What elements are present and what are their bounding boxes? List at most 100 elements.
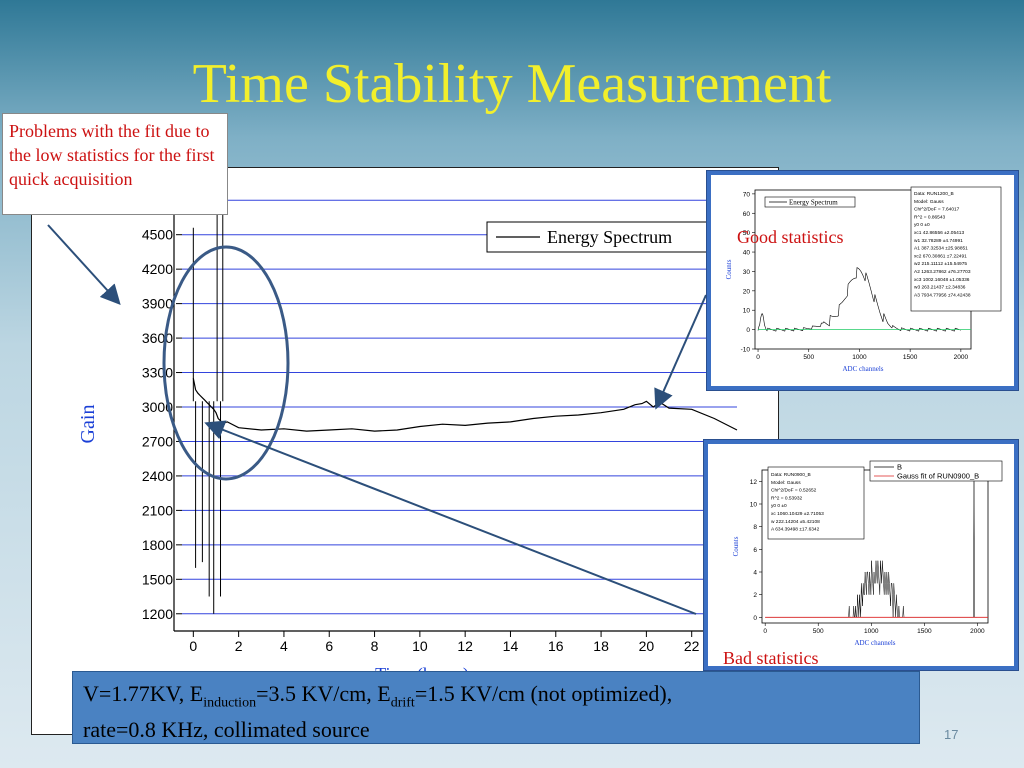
x-tick-label: 16	[548, 638, 564, 654]
good-legend-label: Energy Spectrum	[789, 199, 838, 207]
inset-y-tick-label: 40	[743, 250, 751, 257]
x-tick-label: 8	[371, 638, 379, 654]
bad-fit-results-line: Chi^2/DoF = 0.52652	[771, 488, 817, 494]
y-tick-label: 4500	[142, 227, 173, 243]
bad-legend-box	[869, 460, 1003, 482]
footer-sub2: drift	[390, 695, 415, 711]
good-fit-results-line: A1 387.32534 ±25.98851	[914, 246, 968, 252]
footer-part2: =3.5 KV/cm, E	[256, 681, 391, 706]
y-tick-label: 3900	[142, 296, 173, 312]
inset-x-axis-label: ADC channels	[842, 365, 883, 373]
y-tick-label: 1500	[142, 571, 173, 587]
main-chart-frame: 1200 1500 1800 2100 2400 2700 3000 3300 3600 3900…	[31, 167, 779, 735]
good-fit-results-line: w2 215.11112 ±15.54975	[914, 261, 967, 267]
bad-statistics-inset: 0 2 4 6 8 10 12 0 500 1000 1500 2000 ADC channels Cou…	[703, 439, 1019, 671]
bad-fit-results-line: w 222.14204 ±5.42108	[771, 519, 820, 525]
good-fit-results-line: Model: Gauss	[914, 199, 944, 205]
bad-legend-label-1: B	[897, 463, 902, 472]
inset-x-tick-label: 1500	[903, 354, 918, 361]
good-fit-results-line: A2 1263.27862 ±76.27703	[914, 269, 971, 275]
good-fit-results-box	[910, 186, 1002, 312]
x-tick-label: 6	[325, 638, 333, 654]
inset-y-tick-label: 30	[743, 269, 751, 276]
inset-x-axis-label: ADC channels	[854, 639, 895, 647]
inset-y-tick-label: 4	[753, 570, 757, 577]
x-tick-label: 22	[684, 638, 700, 654]
inset-x-tick-label: 2000	[954, 354, 969, 361]
inset-y-axis-label: Counts	[725, 259, 733, 279]
good-statistics-inset: -10 0 10 20 30 40 50 60 70 0 500 1000 1500 2000 ADC ch…	[706, 170, 1019, 391]
good-spectrum-line	[757, 267, 961, 332]
x-tick-label: 14	[503, 638, 519, 654]
good-legend-box	[764, 196, 856, 208]
inset-y-tick-label: 10	[743, 308, 751, 315]
inset-y-tick-label: 60	[743, 211, 751, 218]
fit-problem-callout: Problems with the fit due to the low sta…	[2, 113, 228, 215]
bad-fit-results-line: y0 0 ±0	[771, 503, 787, 509]
bad-fit-results-box	[767, 466, 865, 540]
x-tick-label: 20	[639, 638, 655, 654]
good-fit-results-line: w3 263.21437 ±2.34836	[914, 285, 966, 291]
inset-x-tick-label: 500	[813, 628, 824, 635]
x-tick-label: 10	[412, 638, 428, 654]
good-fit-results-line: xc1 42.86556 ±2.05413	[914, 230, 964, 236]
bad-legend-label-2: Gauss fit of RUN0900_B	[897, 472, 979, 481]
inset-y-tick-label: 6	[753, 547, 757, 554]
bad-statistics-label: Bad statistics	[723, 648, 819, 668]
x-tick-label: 2	[235, 638, 243, 654]
inset-y-tick-label: 20	[743, 288, 751, 295]
y-tick-label: 2400	[142, 468, 173, 484]
inset-y-tick-label: 0	[746, 327, 750, 334]
y-axis-label: Gain	[77, 405, 99, 444]
inset-y-axis-label: Counts	[732, 536, 740, 556]
inset-x-tick-label: 2000	[970, 628, 985, 635]
callout-arrow	[47, 224, 121, 305]
good-fit-results-line: Chi^2/DoF = 7.64017	[914, 207, 960, 213]
x-tick-label: 0	[189, 638, 197, 654]
good-fit-results-line: xc3 1002.16048 ±1.05336	[914, 277, 970, 283]
y-tick-label: 3000	[142, 399, 173, 415]
footer-line2: rate=0.8 KHz, collimated source	[83, 717, 370, 743]
inset-y-tick-label: 8	[753, 524, 757, 531]
bad-fit-results-line: Model: Gauss	[771, 480, 801, 486]
footer-part1: V=1.77KV, E	[83, 681, 204, 706]
y-tick-label: 1800	[142, 537, 173, 553]
inset-y-tick-label: 0	[753, 615, 757, 622]
inset-x-tick-label: 500	[803, 354, 814, 361]
inset-x-tick-label: 0	[756, 354, 760, 361]
inset-y-tick-label: -10	[741, 347, 751, 354]
slide-number: 17	[944, 727, 959, 742]
bad-fit-results-line: Data: RUN0900_B	[771, 472, 811, 478]
inset-y-tick-label: 12	[750, 479, 758, 486]
conditions-footer: V=1.77KV, Einduction=3.5 KV/cm, Edrift=1…	[72, 671, 920, 744]
inset-x-tick-label: 1500	[917, 628, 932, 635]
footer-sub1: induction	[203, 695, 257, 711]
x-tick-label: 12	[457, 638, 473, 654]
bad-fit-results-line: A 634.39498 ±17.6342	[771, 527, 820, 533]
inset-y-tick-label: 10	[750, 502, 758, 509]
good-fit-results-line: w1 32.78289 ±4.74991	[914, 238, 963, 244]
inset-y-tick-label: 50	[743, 230, 751, 237]
good-fit-results-line: Data: RUN1200_B	[914, 191, 954, 197]
bad-fit-results-line: R^2 = 0.53932	[771, 495, 803, 501]
legend-label: Energy Spectrum	[547, 227, 672, 247]
inset-y-tick-label: 70	[743, 191, 751, 198]
y-tick-label: 4200	[142, 261, 173, 277]
y-tick-label: 1200	[142, 606, 173, 622]
y-tick-label: 2100	[142, 502, 173, 518]
good-statistics-chart: -10 0 10 20 30 40 50 60 70 0 500 1000 1500 2000 ADC ch…	[725, 186, 1002, 373]
slide-title: Time Stability Measurement	[192, 53, 832, 115]
bad-statistics-chart: 0 2 4 6 8 10 12 0 500 1000 1500 2000 ADC channels Cou…	[732, 460, 1003, 647]
inset-y-tick-label: 2	[753, 592, 757, 599]
good-statistics-label: Good statistics	[737, 227, 844, 247]
good-statistics-arrow	[654, 294, 707, 410]
x-tick-label: 18	[593, 638, 609, 654]
footer-part3: =1.5 KV/cm (not optimized),	[414, 681, 673, 706]
y-tick-label: 2700	[142, 433, 173, 449]
inset-x-tick-label: 1000	[864, 628, 879, 635]
x-tick-label: 4	[280, 638, 288, 654]
problem-region-ellipse	[162, 245, 290, 481]
bad-statistics-arrow	[204, 420, 697, 615]
bad-fit-results-line: xc 1060.10429 ±2.71053	[771, 511, 824, 517]
